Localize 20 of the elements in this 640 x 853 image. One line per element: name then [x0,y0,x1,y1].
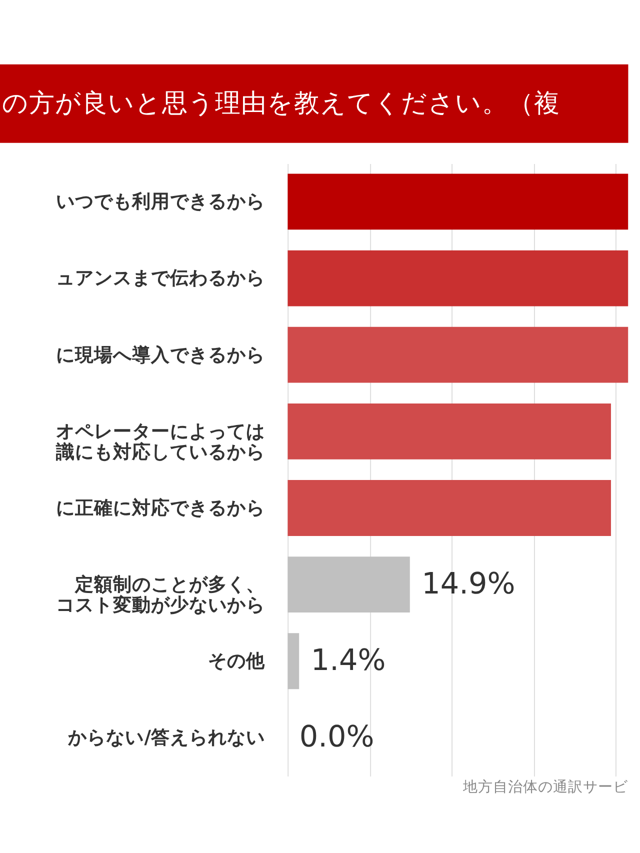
bar [288,174,628,230]
data-label: 0.0% [299,720,374,754]
bar [288,403,611,460]
y-tick-label: 定額制のことが多く、コスト変動が少ないから [56,573,266,616]
text: 地方自治体の通訳サービ [462,778,630,796]
data-label: 1.4% [310,642,386,677]
y-tick-label: オペレーターによっては識にも対応しているから [55,421,266,463]
y-tick-label: に正確に対応できるから [56,496,266,519]
y-tick-label: に現場へ導入できるから [56,344,266,366]
y-tick-label: その他 [208,651,266,672]
y-tick-label: いつでも利用できるから [56,190,266,213]
bar [288,633,300,690]
y-tick-label: ュアンスまで伝わるから [56,268,266,290]
chart-title: の方が良いと思う理由を教えてください。（複 [2,88,560,118]
data-label: 14.9% [422,566,516,600]
bar [288,480,611,536]
bar [288,556,410,613]
y-tick-label: からない/答えられない [67,728,266,749]
bar [288,250,628,306]
bar [288,326,628,383]
